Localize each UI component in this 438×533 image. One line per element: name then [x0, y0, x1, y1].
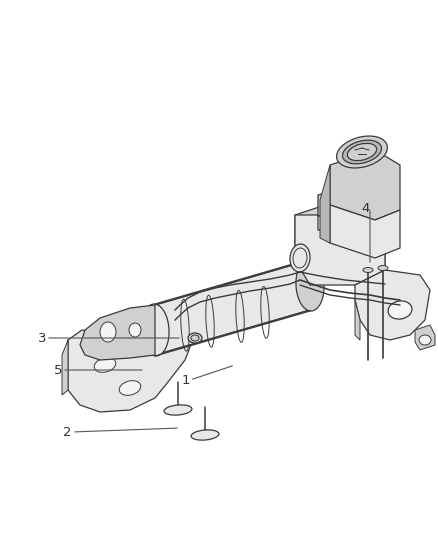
Polygon shape: [318, 188, 360, 218]
Text: 4: 4: [362, 201, 370, 214]
Ellipse shape: [378, 265, 388, 271]
Text: 2: 2: [64, 425, 72, 439]
Ellipse shape: [419, 335, 431, 345]
Polygon shape: [295, 215, 385, 285]
Polygon shape: [68, 325, 192, 412]
Polygon shape: [320, 165, 330, 243]
Ellipse shape: [290, 244, 310, 272]
Text: 3: 3: [38, 332, 46, 344]
Polygon shape: [415, 325, 435, 350]
Polygon shape: [330, 150, 400, 220]
Polygon shape: [80, 305, 155, 360]
Ellipse shape: [94, 358, 116, 373]
Ellipse shape: [188, 333, 202, 343]
Ellipse shape: [164, 405, 192, 415]
Ellipse shape: [347, 143, 377, 160]
Ellipse shape: [296, 259, 324, 311]
Polygon shape: [295, 195, 385, 285]
Polygon shape: [330, 205, 400, 258]
Ellipse shape: [141, 304, 169, 356]
Ellipse shape: [100, 322, 116, 342]
Polygon shape: [62, 340, 68, 395]
Text: 1: 1: [181, 374, 190, 386]
Polygon shape: [355, 300, 360, 340]
Polygon shape: [155, 260, 310, 355]
Ellipse shape: [336, 136, 388, 168]
Ellipse shape: [343, 140, 381, 164]
Ellipse shape: [388, 301, 412, 319]
Ellipse shape: [119, 381, 141, 395]
Polygon shape: [318, 216, 360, 232]
Polygon shape: [355, 270, 430, 340]
Ellipse shape: [129, 323, 141, 337]
Ellipse shape: [363, 268, 373, 272]
Text: 5: 5: [53, 364, 62, 376]
Ellipse shape: [191, 430, 219, 440]
